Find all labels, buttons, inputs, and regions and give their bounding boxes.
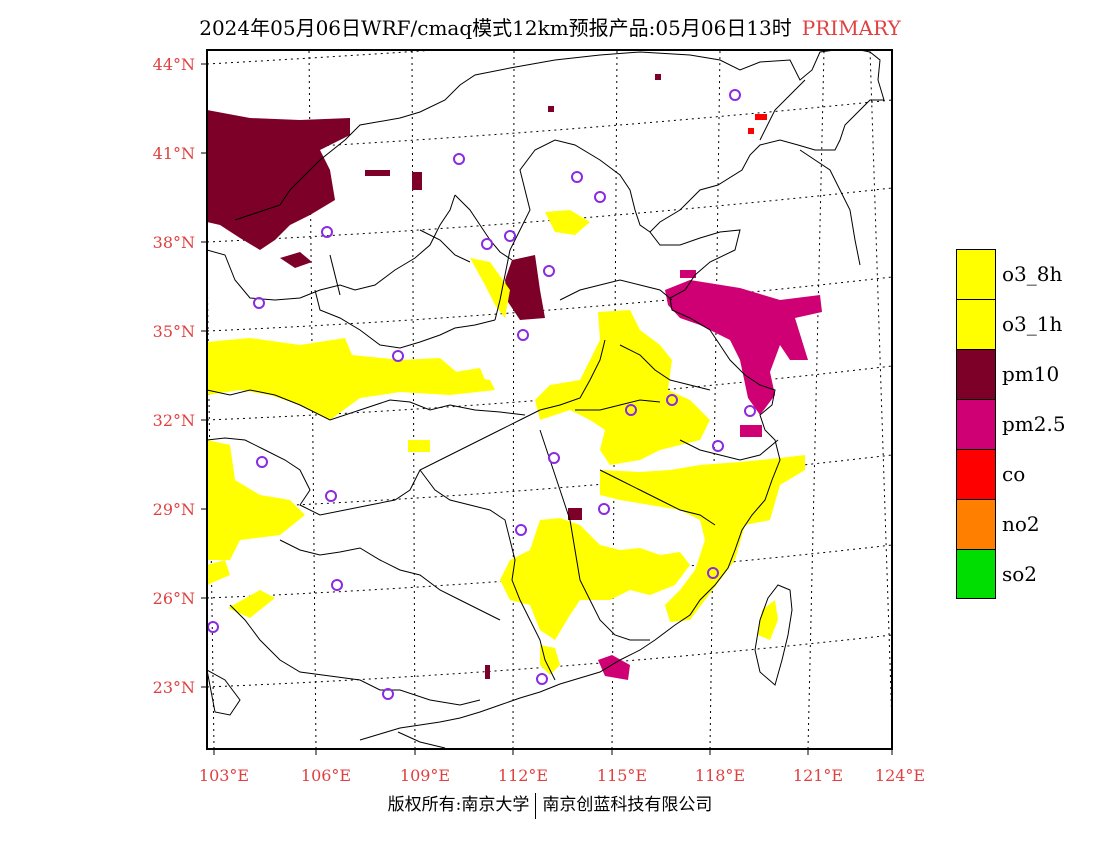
legend-swatch — [956, 499, 996, 549]
pm25-areas — [598, 270, 822, 680]
boundaries — [207, 50, 885, 749]
lon-label-106e: 106°E — [301, 766, 351, 785]
lon-label-121e: 121°E — [793, 766, 843, 785]
lon-label-112e: 112°E — [498, 766, 548, 785]
lat-label-38n: 38°N — [153, 233, 195, 252]
lat-label-23n: 23°N — [153, 678, 195, 697]
legend-label: pm10 — [1002, 362, 1060, 386]
legend-swatch — [956, 449, 996, 499]
legend-swatch — [956, 349, 996, 399]
o3-areas — [207, 210, 805, 675]
copyright-company: 南京创蓝科技有限公司 — [542, 795, 713, 815]
lon-label-103e: 103°E — [199, 766, 249, 785]
legend-swatch — [956, 249, 996, 299]
title-text: 2024年05月06日WRF/cmaq模式12km预报产品:05月06日13时 — [199, 16, 792, 40]
legend-swatch — [956, 299, 996, 349]
co-areas — [748, 114, 767, 134]
lat-label-29n: 29°N — [153, 500, 195, 519]
pm10-areas — [207, 74, 661, 679]
lat-label-41n: 41°N — [153, 144, 195, 163]
axis-ticks — [201, 63, 893, 755]
lon-label-109e: 109°E — [400, 766, 450, 785]
legend-label: o3_8h — [1002, 262, 1063, 286]
legend-label: o3_1h — [1002, 312, 1063, 336]
legend-swatch — [956, 549, 996, 599]
station-markers — [207, 89, 756, 700]
footer-divider — [535, 792, 537, 819]
legend-label: co — [1002, 462, 1026, 486]
legend-label: no2 — [1002, 512, 1040, 536]
title-tag: PRIMARY — [801, 16, 901, 40]
lat-label-32n: 32°N — [153, 411, 195, 430]
lon-label-118e: 118°E — [695, 766, 745, 785]
lat-label-44n: 44°N — [153, 55, 195, 74]
legend-label: so2 — [1002, 562, 1038, 586]
legend-swatch — [956, 399, 996, 449]
map-frame — [206, 49, 893, 750]
copyright-footer: 版权所有:南京大学 南京创蓝科技有限公司 — [0, 790, 1100, 819]
lat-label-35n: 35°N — [153, 322, 195, 341]
lon-label-115e: 115°E — [597, 766, 647, 785]
copyright-owner: 版权所有:南京大学 — [387, 795, 530, 815]
map-title: 2024年05月06日WRF/cmaq模式12km预报产品:05月06日13时 P… — [0, 12, 1100, 41]
lat-label-26n: 26°N — [153, 589, 195, 608]
legend-label: pm2.5 — [1002, 412, 1066, 436]
lon-label-124e: 124°E — [875, 766, 925, 785]
